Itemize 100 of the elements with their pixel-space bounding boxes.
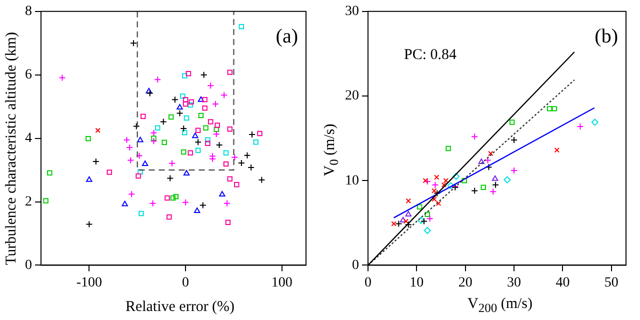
point <box>146 88 152 94</box>
point <box>173 194 179 200</box>
point <box>92 158 100 165</box>
y-tick-label: 30 <box>345 4 359 20</box>
point <box>140 114 146 120</box>
point <box>86 220 93 228</box>
point <box>58 74 66 82</box>
point <box>404 221 412 228</box>
point <box>186 70 192 76</box>
point <box>432 181 439 188</box>
point <box>490 188 497 196</box>
point <box>554 148 560 153</box>
point <box>400 216 406 222</box>
point <box>432 188 437 194</box>
point <box>214 126 220 132</box>
point <box>198 112 204 118</box>
point <box>424 178 431 185</box>
point <box>192 132 198 138</box>
point <box>138 169 143 175</box>
point <box>403 218 409 224</box>
text: (a) <box>276 26 298 48</box>
point <box>127 156 134 164</box>
point <box>180 149 186 155</box>
point <box>195 148 201 153</box>
point <box>478 158 485 164</box>
point <box>424 212 430 218</box>
point <box>576 122 584 130</box>
point <box>214 122 220 128</box>
point <box>180 93 186 99</box>
point <box>205 137 210 143</box>
x-axis-title: V$_{200}$ (m/s) <box>466 296 534 316</box>
point <box>194 207 200 213</box>
point <box>136 152 143 160</box>
point <box>154 76 162 84</box>
point <box>424 227 431 234</box>
point <box>198 96 204 102</box>
point <box>420 218 428 225</box>
point <box>484 156 492 164</box>
x-tick-label: 0 <box>182 275 190 290</box>
point <box>492 175 498 181</box>
x-tick-label: 30 <box>507 275 522 290</box>
y-tick-label: 0 <box>25 258 32 273</box>
y-tick-label: 20 <box>345 88 359 104</box>
point <box>504 176 511 184</box>
point <box>492 181 500 188</box>
point <box>160 118 167 126</box>
point <box>227 176 232 182</box>
point <box>231 154 238 161</box>
x-tick-label: -100 <box>76 275 102 290</box>
annotation: PC: 0.84 <box>404 46 458 63</box>
point <box>207 82 214 90</box>
point <box>212 100 219 108</box>
point <box>205 140 210 146</box>
point <box>86 176 92 182</box>
point <box>132 122 140 130</box>
point <box>150 138 158 145</box>
point <box>151 136 156 141</box>
point <box>488 150 494 156</box>
y-tick-label: 2 <box>25 194 32 210</box>
point <box>227 70 232 75</box>
point <box>216 141 223 148</box>
point <box>248 130 256 138</box>
x-tick-label: 20 <box>458 275 472 290</box>
point <box>150 129 158 136</box>
point <box>168 160 176 167</box>
text: (b) <box>594 26 618 48</box>
point <box>238 24 244 30</box>
point <box>154 125 160 130</box>
point <box>257 130 262 136</box>
point <box>202 96 208 102</box>
point <box>126 144 134 151</box>
point <box>171 96 178 104</box>
point <box>128 190 136 198</box>
point <box>188 102 193 108</box>
point <box>199 202 206 209</box>
point <box>426 215 434 222</box>
point <box>510 166 518 174</box>
point <box>212 130 220 138</box>
point <box>223 150 229 156</box>
point <box>208 119 214 124</box>
point <box>136 173 141 179</box>
x-axis-title: Relative error (%) <box>124 299 236 316</box>
point <box>405 210 412 216</box>
point <box>422 178 428 184</box>
point <box>447 182 454 190</box>
point <box>168 114 174 120</box>
point <box>220 92 228 99</box>
point <box>182 198 190 206</box>
x-tick-label: 50 <box>604 275 618 290</box>
point <box>480 184 486 190</box>
point <box>47 170 52 176</box>
x-tick-label: 40 <box>556 275 570 290</box>
point <box>509 120 515 125</box>
point <box>202 106 208 111</box>
y-axis-title: Turbulence characteristic altitude (km) <box>4 32 20 266</box>
point <box>86 136 91 142</box>
point <box>219 190 226 196</box>
point <box>180 124 188 132</box>
y-tick-label: 8 <box>25 4 32 20</box>
y-tick-label: 4 <box>25 130 32 146</box>
